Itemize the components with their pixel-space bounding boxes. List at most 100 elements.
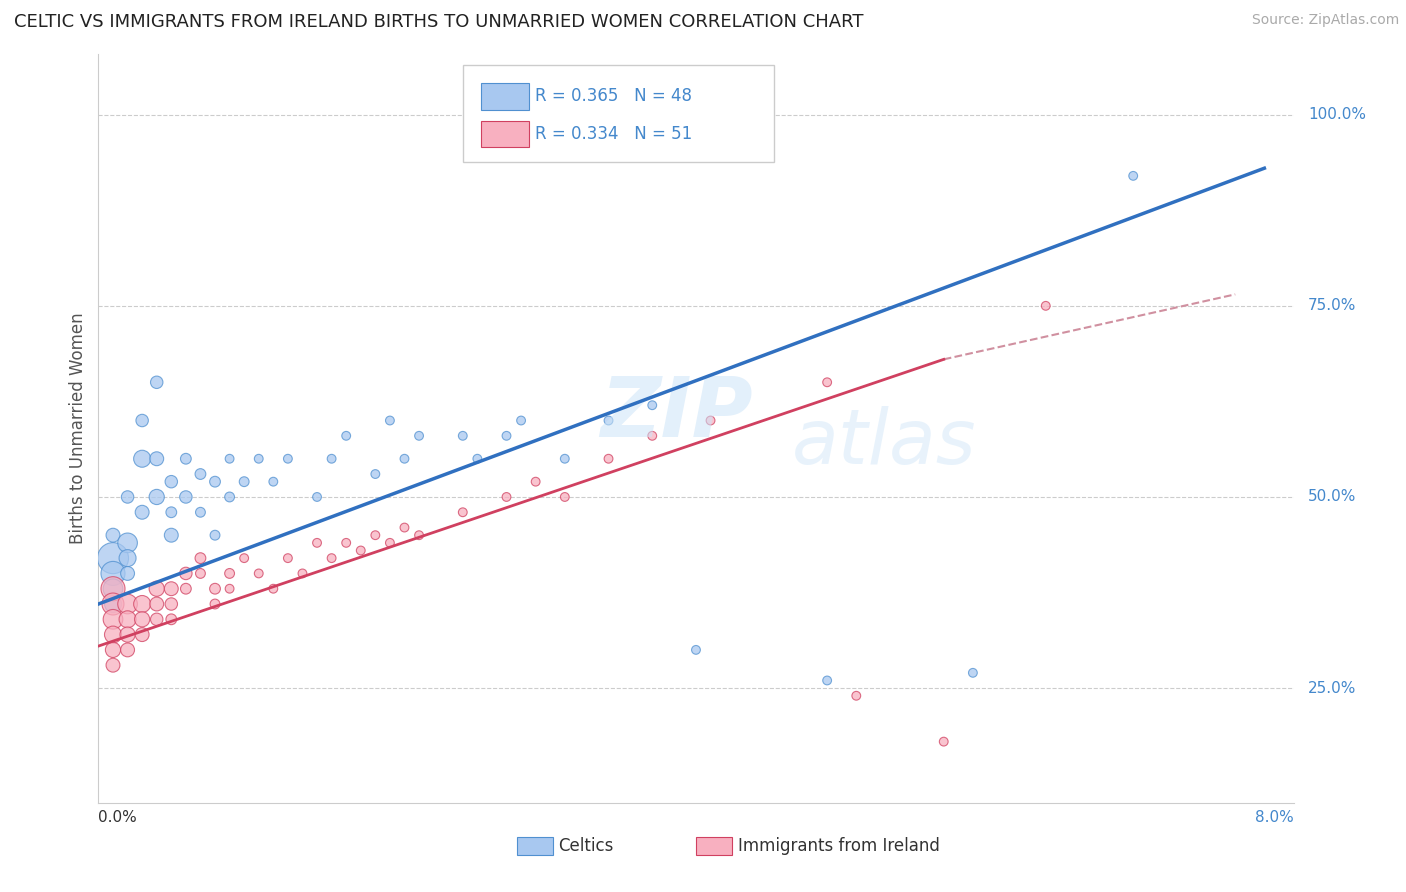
Point	[131, 413, 153, 427]
Point	[174, 566, 197, 581]
Text: 100.0%: 100.0%	[1308, 107, 1367, 122]
Point	[117, 551, 139, 566]
Point	[699, 413, 721, 427]
Point	[117, 566, 139, 581]
Point	[174, 582, 197, 596]
Text: Celtics: Celtics	[558, 838, 614, 855]
Point	[218, 566, 240, 581]
Point	[495, 490, 517, 504]
Point	[218, 451, 240, 466]
Point	[247, 566, 270, 581]
Point	[641, 398, 664, 412]
Point	[291, 566, 314, 581]
Point	[495, 429, 517, 443]
Point	[641, 429, 664, 443]
Point	[1035, 299, 1057, 313]
Point	[101, 528, 124, 542]
Point	[145, 451, 167, 466]
Point	[685, 643, 707, 657]
Point	[101, 597, 124, 611]
Point	[321, 451, 343, 466]
Point	[845, 689, 868, 703]
Point	[117, 612, 139, 626]
Text: 75.0%: 75.0%	[1308, 298, 1357, 313]
Point	[451, 505, 474, 519]
Point	[510, 413, 533, 427]
Point	[408, 528, 430, 542]
Point	[262, 475, 284, 489]
Point	[101, 582, 124, 596]
Text: Source: ZipAtlas.com: Source: ZipAtlas.com	[1251, 13, 1399, 28]
Point	[321, 551, 343, 566]
Point	[145, 582, 167, 596]
Text: 50.0%: 50.0%	[1308, 490, 1357, 505]
Point	[554, 490, 576, 504]
Point	[1122, 169, 1144, 183]
Point	[174, 490, 197, 504]
Point	[350, 543, 373, 558]
Point	[394, 520, 416, 534]
Point	[364, 467, 387, 481]
Text: R = 0.334   N = 51: R = 0.334 N = 51	[534, 125, 692, 143]
Point	[524, 475, 547, 489]
Point	[160, 475, 183, 489]
Point	[598, 413, 620, 427]
Point	[160, 612, 183, 626]
Point	[394, 451, 416, 466]
Point	[932, 734, 955, 748]
FancyBboxPatch shape	[517, 837, 553, 855]
Point	[101, 612, 124, 626]
Point	[101, 658, 124, 673]
Point	[117, 597, 139, 611]
Point	[233, 551, 256, 566]
Point	[145, 597, 167, 611]
Point	[815, 376, 838, 390]
Text: R = 0.365   N = 48: R = 0.365 N = 48	[534, 87, 692, 105]
Point	[554, 451, 576, 466]
Point	[101, 643, 124, 657]
Point	[160, 582, 183, 596]
Point	[131, 505, 153, 519]
Point	[131, 451, 153, 466]
Point	[190, 467, 212, 481]
Point	[160, 528, 183, 542]
Point	[145, 376, 167, 390]
Point	[233, 475, 256, 489]
Point	[101, 566, 124, 581]
Point	[962, 665, 984, 680]
Point	[204, 582, 226, 596]
Point	[174, 451, 197, 466]
Point	[160, 505, 183, 519]
Point	[190, 566, 212, 581]
Point	[378, 413, 401, 427]
Point	[467, 451, 489, 466]
Point	[218, 582, 240, 596]
Point	[204, 475, 226, 489]
Point	[598, 451, 620, 466]
Point	[117, 643, 139, 657]
Point	[101, 582, 124, 596]
Point	[190, 551, 212, 566]
FancyBboxPatch shape	[481, 121, 529, 147]
Text: CELTIC VS IMMIGRANTS FROM IRELAND BIRTHS TO UNMARRIED WOMEN CORRELATION CHART: CELTIC VS IMMIGRANTS FROM IRELAND BIRTHS…	[14, 13, 863, 31]
Point	[247, 451, 270, 466]
Point	[190, 505, 212, 519]
Point	[335, 536, 357, 550]
Point	[160, 597, 183, 611]
Point	[204, 597, 226, 611]
Point	[131, 612, 153, 626]
Point	[378, 536, 401, 550]
Point	[335, 429, 357, 443]
FancyBboxPatch shape	[481, 84, 529, 110]
Point	[364, 528, 387, 542]
Point	[101, 551, 124, 566]
FancyBboxPatch shape	[463, 65, 773, 162]
Point	[145, 612, 167, 626]
Point	[305, 490, 328, 504]
Text: Immigrants from Ireland: Immigrants from Ireland	[738, 838, 939, 855]
Point	[262, 582, 284, 596]
Text: atlas: atlas	[792, 406, 976, 480]
Point	[277, 451, 299, 466]
Text: 25.0%: 25.0%	[1308, 681, 1357, 696]
Y-axis label: Births to Unmarried Women: Births to Unmarried Women	[69, 312, 87, 544]
